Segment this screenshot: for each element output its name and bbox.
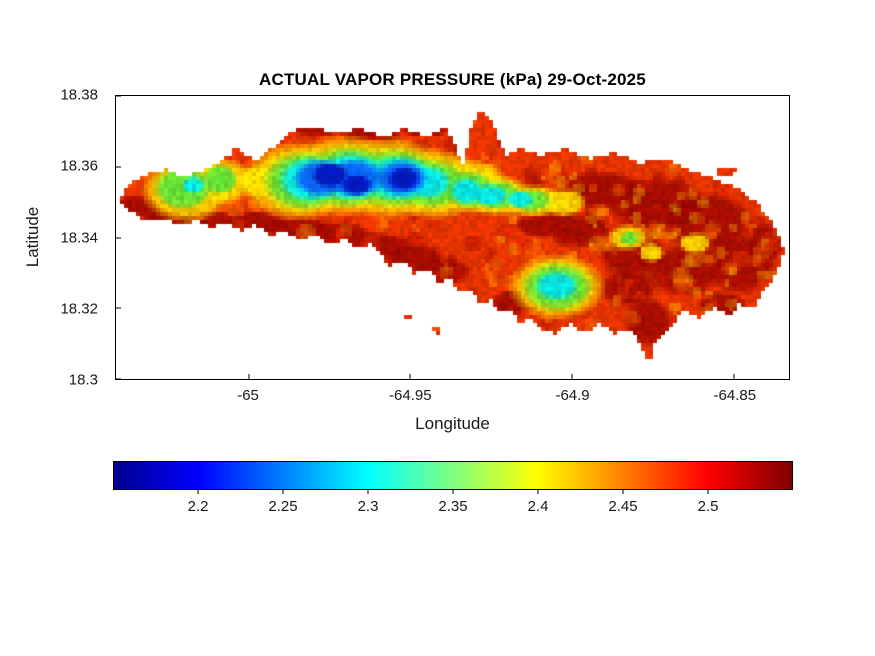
plot-area (115, 95, 790, 380)
y-tick-mark (116, 307, 121, 309)
y-tick-mark (116, 378, 121, 380)
colorbar-tick-label: 2.3 (357, 498, 379, 515)
x-tick-label: -64.9 (555, 387, 590, 404)
x-axis-label: Longitude (415, 414, 490, 433)
colorbar-tick-marks (113, 490, 793, 495)
plot-title: ACTUAL VAPOR PRESSURE (kPa) 29-Oct-2025 (259, 70, 646, 89)
colorbar-tick-label: 2.45 (608, 498, 638, 515)
colorbar-tick-mark (707, 490, 709, 494)
y-tick-label: 18.32 (60, 300, 98, 318)
x-tick-mark (571, 374, 573, 379)
colorbar-tick-mark (622, 490, 624, 494)
x-tick-mark (248, 374, 250, 379)
colorbar (113, 461, 793, 490)
y-tick-mark (116, 237, 121, 238)
colorbar-tick-mark (537, 490, 539, 494)
y-tick-label: 18.34 (60, 229, 98, 246)
colorbar-tick-mark (282, 490, 284, 494)
y-tick-label: 18.38 (60, 86, 98, 104)
heatmap-canvas (116, 96, 789, 379)
colorbar-tick-label: 2.5 (697, 498, 719, 515)
x-tick-label: -65 (237, 387, 259, 404)
colorbar-tick-label: 2.2 (187, 498, 209, 515)
y-tick-label: 18.3 (68, 371, 98, 389)
x-tick-labels: -65 -64.95 -64.9 -64.85 (115, 387, 790, 407)
x-tick-label: -64.85 (713, 387, 757, 404)
y-tick-label: 18.36 (60, 157, 98, 175)
colorbar-tick-label: 2.4 (527, 498, 549, 515)
colorbar-tick-label: 2.25 (268, 498, 298, 515)
colorbar-tick-mark (452, 490, 454, 494)
y-tick-mark (116, 95, 121, 97)
x-tick-label: -64.95 (389, 387, 432, 404)
x-tick-mark (733, 374, 735, 379)
colorbar-tick-label: 2.35 (438, 498, 468, 515)
x-tick-mark (409, 374, 411, 379)
y-tick-labels: 18.38 18.36 18.34 18.32 18.3 (0, 87, 106, 389)
y-tick-mark (116, 166, 121, 168)
colorbar-tick-mark (197, 490, 199, 494)
colorbar-tick-mark (367, 490, 369, 494)
colorbar-tick-labels: 2.2 2.25 2.3 2.35 2.4 2.45 2.5 (113, 498, 793, 518)
